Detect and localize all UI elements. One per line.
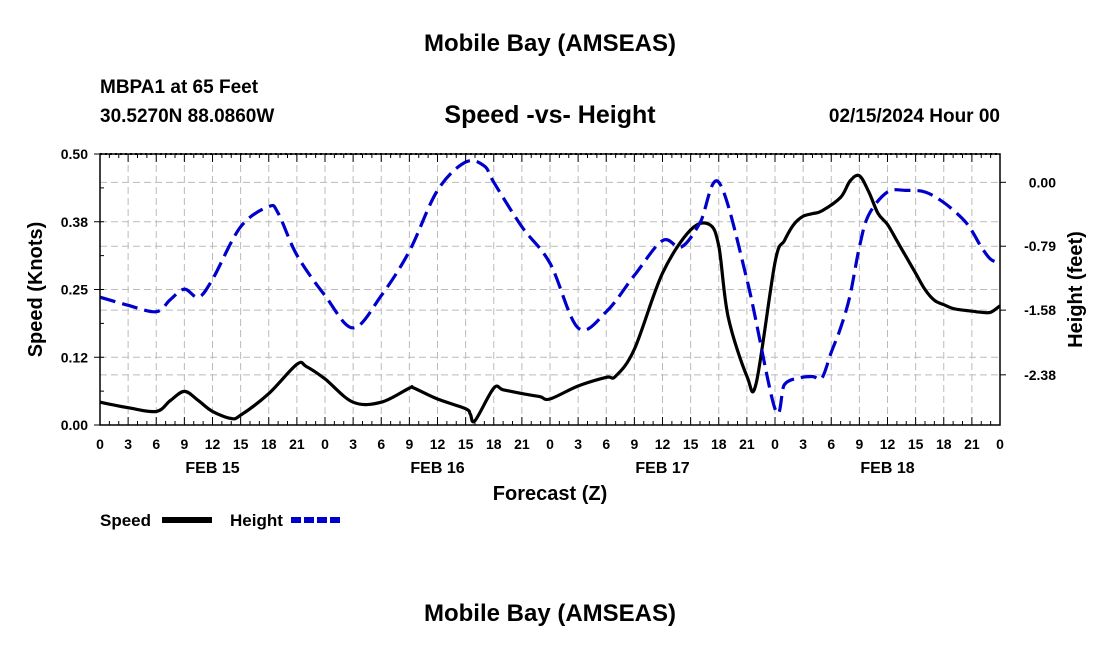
x-tick-label: 3 xyxy=(349,436,357,452)
forecast-datetime: 02/15/2024 Hour 00 xyxy=(828,106,1000,127)
y-tick-label: 0.50 xyxy=(61,146,88,162)
y2-tick-label: -0.79 xyxy=(1024,238,1056,254)
x-tick-label: 6 xyxy=(827,436,835,452)
grid-layer xyxy=(100,154,1000,425)
x-tick-label: 0 xyxy=(546,436,554,452)
x-tick-label: 6 xyxy=(602,436,610,452)
y-axis-label: Speed (Knots) xyxy=(25,222,47,358)
y-tick-label: 0.25 xyxy=(61,282,88,298)
x-tick-label: 12 xyxy=(880,436,896,452)
legend-speed-label: Speed xyxy=(100,511,151,530)
x-tick-label: 21 xyxy=(289,436,305,452)
series-line-height xyxy=(99,158,1001,415)
x-tick-label: 15 xyxy=(233,436,249,452)
series-layer xyxy=(99,158,1001,424)
x-tick-label: 3 xyxy=(124,436,132,452)
x-tick-label: 12 xyxy=(430,436,446,452)
legend-height-label: Height xyxy=(230,511,283,530)
y-tick-label: 0.38 xyxy=(61,214,88,230)
y-tick-label: 0.00 xyxy=(61,417,88,433)
x-tick-label: 18 xyxy=(261,436,277,452)
chart-subtitle: Speed -vs- Height xyxy=(444,101,656,129)
x-tick-label: 21 xyxy=(964,436,980,452)
x-day-label: FEB 15 xyxy=(185,460,239,477)
x-tick-label: 12 xyxy=(655,436,671,452)
y2-tick-label: 0.00 xyxy=(1029,174,1056,190)
x-tick-label: 18 xyxy=(486,436,502,452)
x-tick-label: 3 xyxy=(799,436,807,452)
x-axis-label: Forecast (Z) xyxy=(493,483,607,505)
x-tick-label: 9 xyxy=(405,436,413,452)
x-tick-label: 9 xyxy=(630,436,638,452)
x-tick-label: 18 xyxy=(711,436,727,452)
x-tick-label: 3 xyxy=(574,436,582,452)
chart-main-title: Mobile Bay (AMSEAS) xyxy=(423,30,677,57)
x-tick-label: 6 xyxy=(377,436,385,452)
x-tick-label: 15 xyxy=(683,436,699,452)
chart-footer-title: Mobile Bay (AMSEAS) xyxy=(423,600,677,627)
x-day-label: FEB 18 xyxy=(860,460,914,477)
x-tick-label: 9 xyxy=(180,436,188,452)
y2-tick-label: -2.38 xyxy=(1024,367,1056,383)
x-tick-label: 0 xyxy=(771,436,779,452)
x-tick-label: 15 xyxy=(458,436,474,452)
x-tick-label: 15 xyxy=(908,436,924,452)
y-tick-label: 0.12 xyxy=(61,349,88,365)
x-tick-label: 18 xyxy=(936,436,952,452)
y2-tick-label: -1.58 xyxy=(1024,302,1056,318)
x-tick-label: 9 xyxy=(855,436,863,452)
axis-layer: 0 3 6 9 12 15 18 21 0 3 6 9 12 15 18 21 0 3 6 9 12 15 18 21 0 3 6 9… xyxy=(61,146,1056,477)
x-day-label: FEB 16 xyxy=(410,460,464,477)
x-tick-label: 6 xyxy=(152,436,160,452)
series-line-speed xyxy=(99,173,1001,424)
x-tick-label: 0 xyxy=(996,436,1004,452)
x-tick-label: 12 xyxy=(205,436,221,452)
x-tick-label: 0 xyxy=(96,436,104,452)
y2-axis-label: Height (feet) xyxy=(1065,231,1087,348)
x-tick-label: 21 xyxy=(514,436,530,452)
station-label: MBPA1 at 65 Feet xyxy=(100,77,259,98)
x-day-label: FEB 17 xyxy=(635,460,689,477)
station-coordinates: 30.5270N 88.0860W xyxy=(100,106,275,127)
x-tick-label: 21 xyxy=(739,436,755,452)
x-tick-label: 0 xyxy=(321,436,329,452)
legend: Speed Height xyxy=(100,511,342,530)
